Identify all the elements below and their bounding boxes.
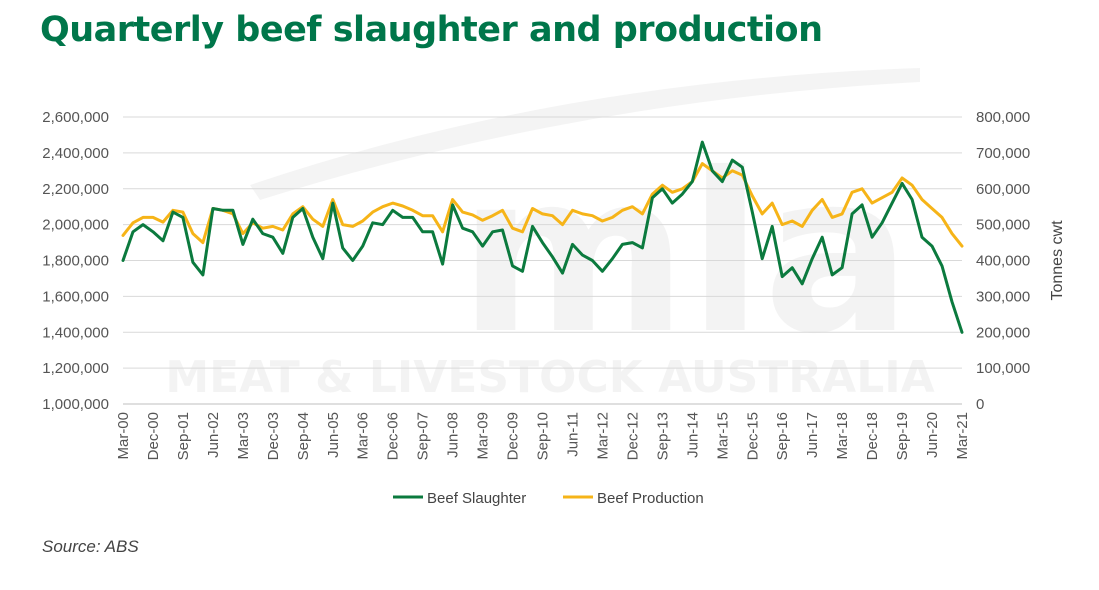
legend: Beef Slaughter Beef Production xyxy=(393,490,704,507)
y-tick-right: 300,000 xyxy=(976,288,1030,305)
x-axis: Mar-00 Dec-00 Sep-01 Jun-02 Mar-03 Dec-03 Sep-… xyxy=(115,412,971,460)
x-tick-label: Mar-03 xyxy=(235,412,252,460)
chart-title: Quarterly beef slaughter and production xyxy=(40,10,823,50)
y-axis-right: 0 100,000 200,000 300,000 400,000 500,000 600,… xyxy=(976,109,1030,413)
x-tick-label: Dec-12 xyxy=(624,412,641,460)
y-tick-left: 2,400,000 xyxy=(42,145,109,162)
x-tick-label: Jun-11 xyxy=(564,412,581,457)
y-tick-right: 0 xyxy=(976,396,984,413)
y-tick-left: 1,600,000 xyxy=(42,288,109,305)
x-tick-label: Sep-04 xyxy=(295,412,312,460)
y-tick-left: 2,600,000 xyxy=(42,109,109,126)
watermark-logo: mla xyxy=(458,126,911,382)
source-note: Source: ABS xyxy=(42,537,139,556)
y-tick-left: 1,000,000 xyxy=(42,396,109,413)
x-tick-label: Dec-03 xyxy=(265,412,282,460)
x-tick-label: Mar-18 xyxy=(834,412,851,460)
x-tick-label: Dec-15 xyxy=(744,412,761,460)
x-tick-label: Mar-09 xyxy=(475,412,492,460)
legend-label: Beef Production xyxy=(597,490,704,507)
legend-label: Beef Slaughter xyxy=(427,490,526,507)
series-line-beef-production xyxy=(121,162,964,248)
y-tick-left: 1,200,000 xyxy=(42,360,109,377)
x-tick-label: Mar-15 xyxy=(714,412,731,460)
y-tick-right: 500,000 xyxy=(976,217,1030,234)
y-tick-right: 200,000 xyxy=(976,324,1030,341)
x-tick-label: Jun-05 xyxy=(325,412,342,458)
plot-area xyxy=(121,140,964,334)
x-tick-label: Mar-12 xyxy=(594,412,611,460)
y-tick-left: 1,400,000 xyxy=(42,324,109,341)
y-tick-left: 2,000,000 xyxy=(42,217,109,234)
y-tick-right: 100,000 xyxy=(976,360,1030,377)
x-tick-label: Mar-21 xyxy=(954,412,971,460)
x-tick-label: Mar-00 xyxy=(115,412,132,460)
x-tick-label: Jun-14 xyxy=(684,412,701,458)
y-axis-left: 1,000,000 1,200,000 1,400,000 1,600,000 1,80… xyxy=(42,109,109,413)
x-tick-label: Dec-00 xyxy=(145,412,162,460)
y-tick-left: 2,200,000 xyxy=(42,181,109,198)
x-tick-label: Jun-20 xyxy=(924,412,941,458)
x-tick-label: Jun-08 xyxy=(445,412,462,458)
x-tick-label: Jun-17 xyxy=(804,412,821,458)
y-tick-left: 1,800,000 xyxy=(42,253,109,270)
x-tick-label: Mar-06 xyxy=(355,412,372,460)
x-tick-label: Sep-10 xyxy=(535,412,552,460)
gridlines xyxy=(123,116,962,405)
legend-item-beef-slaughter: Beef Slaughter xyxy=(393,490,526,507)
x-tick-label: Dec-18 xyxy=(864,412,881,460)
x-tick-label: Sep-07 xyxy=(415,412,432,460)
x-tick-label: Dec-09 xyxy=(505,412,522,460)
watermark: mla MEAT & LIVESTOCK AUSTRALIA xyxy=(165,68,935,403)
watermark-swoosh xyxy=(250,68,920,200)
x-tick-label: Sep-01 xyxy=(175,412,192,460)
x-tick-label: Sep-19 xyxy=(894,412,911,460)
legend-item-beef-production: Beef Production xyxy=(563,490,704,507)
y-tick-right: 600,000 xyxy=(976,181,1030,198)
x-tick-label: Dec-06 xyxy=(385,412,402,460)
y-tick-right: 800,000 xyxy=(976,109,1030,126)
x-tick-label: Sep-13 xyxy=(654,412,671,460)
watermark-org-name: MEAT & LIVESTOCK AUSTRALIA xyxy=(165,352,934,403)
y-tick-right: 700,000 xyxy=(976,145,1030,162)
y-axis-right-title: Tonnes cwt xyxy=(1049,220,1066,301)
x-tick-label: Jun-02 xyxy=(205,412,222,458)
series-line-beef-slaughter xyxy=(121,140,964,334)
x-tick-label: Sep-16 xyxy=(774,412,791,460)
y-tick-right: 400,000 xyxy=(976,253,1030,270)
